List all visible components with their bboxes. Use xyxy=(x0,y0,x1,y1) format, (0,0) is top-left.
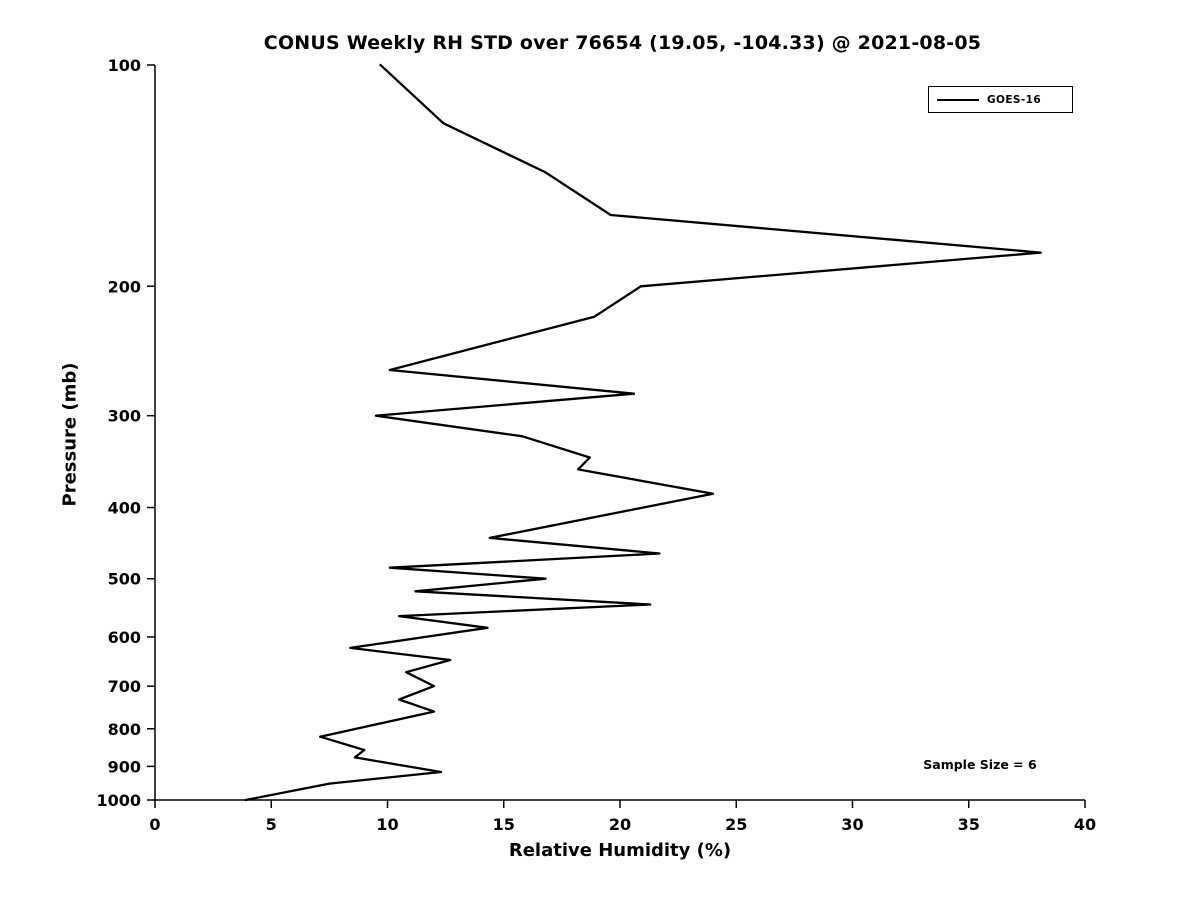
y-tick-label: 900 xyxy=(108,757,141,776)
y-tick-label: 800 xyxy=(108,720,141,739)
x-tick-label: 10 xyxy=(376,815,398,834)
sample-size-annotation: Sample Size = 6 xyxy=(923,757,1037,772)
y-axis-label: Pressure (mb) xyxy=(59,362,81,507)
y-tick-label: 600 xyxy=(108,628,141,647)
x-tick-label: 30 xyxy=(841,815,863,834)
x-tick-label: 0 xyxy=(149,815,160,834)
x-tick-label: 5 xyxy=(266,815,277,834)
y-tick-label: 200 xyxy=(108,277,141,296)
x-tick-label: 40 xyxy=(1074,815,1096,834)
x-tick-label: 35 xyxy=(958,815,980,834)
x-axis-label: Relative Humidity (%) xyxy=(508,840,732,861)
chart-title: CONUS Weekly RH STD over 76654 (19.05, -… xyxy=(263,32,982,54)
legend-label: GOES-16 xyxy=(987,93,1042,106)
y-tick-label: 400 xyxy=(108,499,141,518)
rh-std-series-line xyxy=(244,63,1042,802)
y-tick-label: 500 xyxy=(108,570,141,589)
y-tick-label: 1000 xyxy=(96,791,141,810)
y-tick-label: 100 xyxy=(108,56,141,75)
y-tick-label: 300 xyxy=(108,407,141,426)
x-tick-label: 20 xyxy=(609,815,631,834)
legend: GOES-16 xyxy=(928,86,1073,113)
y-tick-label: 700 xyxy=(108,677,141,696)
x-tick-label: 15 xyxy=(493,815,515,834)
x-tick-label: 25 xyxy=(725,815,747,834)
legend-line-sample-icon xyxy=(937,98,979,101)
